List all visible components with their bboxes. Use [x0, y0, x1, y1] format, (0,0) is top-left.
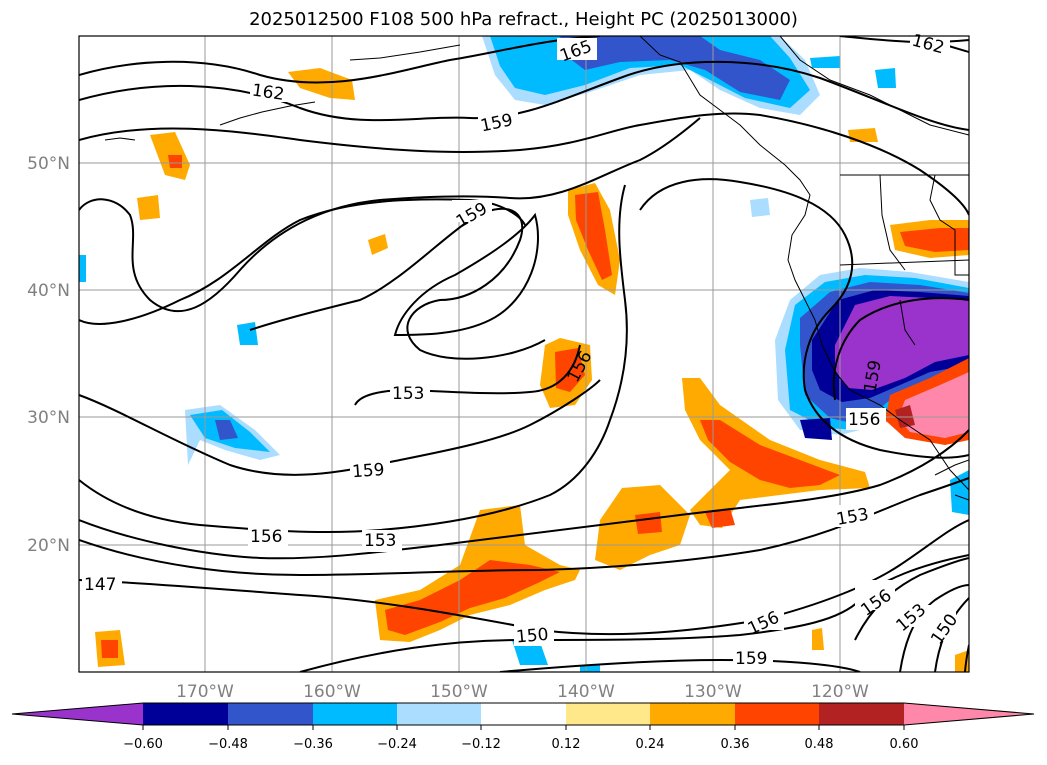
colorbar-segment	[650, 703, 735, 725]
positive-anomaly-region	[385, 560, 560, 635]
contour-label: 159	[351, 460, 385, 482]
colorbar-segment	[228, 703, 313, 725]
colorbar-segment	[904, 703, 1034, 725]
map-title: 2025012500 F108 500 hPa refract., Height…	[249, 9, 798, 30]
colorbar-tick-label: −0.48	[208, 737, 248, 752]
contour-label: 156	[848, 410, 880, 430]
lat-tick-label: 20°N	[27, 536, 70, 556]
lon-tick-label: 160°W	[303, 682, 361, 702]
colorbar-tick-label: 0.60	[890, 737, 919, 752]
contour-label: 150	[515, 625, 549, 648]
refractivity-shading	[79, 36, 969, 672]
lon-tick-label: 140°W	[557, 682, 615, 702]
colorbar-segment	[566, 703, 650, 725]
colorbar-tick-label: −0.60	[123, 737, 163, 752]
colorbar-segment	[143, 703, 228, 725]
colorbar-segment	[313, 703, 397, 725]
contour-label: 159	[735, 649, 767, 669]
colorbar-segment	[397, 703, 481, 725]
strong-positive-anomaly-region	[898, 372, 969, 438]
negative-anomaly-region	[560, 36, 790, 100]
latitude-ticks: 50°N 40°N 30°N 20°N	[27, 154, 70, 556]
colorbar-tick-label: 0.36	[721, 737, 750, 752]
positive-anomaly-region	[700, 420, 840, 488]
colorbar-tick-label: −0.12	[461, 737, 501, 752]
longitude-ticks: 170°W 160°W 150°W 140°W 130°W 120°W	[176, 682, 869, 702]
contour-label: 147	[84, 575, 116, 595]
colorbar-segment	[12, 703, 143, 725]
lat-tick-label: 30°N	[27, 408, 70, 428]
colorbar-segment	[735, 703, 819, 725]
lon-tick-label: 120°W	[811, 682, 869, 702]
colorbar: −0.60 −0.48 −0.36 −0.24 −0.12 0.12 0.24 …	[11, 702, 1035, 752]
contour-label: 153	[392, 384, 424, 404]
height-contours	[79, 36, 969, 672]
strong-negative-anomaly-region	[835, 296, 969, 390]
contour-label: 162	[251, 81, 286, 105]
colorbar-tick-label: −0.24	[377, 737, 417, 752]
map-frame	[78, 35, 970, 673]
graticule	[79, 36, 969, 672]
lon-tick-label: 170°W	[176, 682, 234, 702]
colorbar-segment	[481, 703, 566, 725]
coastlines	[104, 36, 969, 501]
positive-anomaly-region	[575, 192, 612, 280]
contour-label: 153	[364, 531, 396, 551]
lat-tick-label: 40°N	[27, 281, 70, 301]
lon-tick-label: 130°W	[684, 682, 742, 702]
contour-label: 156	[250, 527, 282, 547]
lon-tick-label: 150°W	[430, 682, 488, 702]
colorbar-tick-label: 0.24	[636, 737, 665, 752]
colorbar-tick-label: 0.48	[805, 737, 834, 752]
colorbar-tick-label: −0.36	[293, 737, 333, 752]
lat-tick-label: 50°N	[27, 154, 70, 174]
colorbar-tick-label: 0.12	[552, 737, 581, 752]
colorbar-segment	[819, 703, 904, 725]
